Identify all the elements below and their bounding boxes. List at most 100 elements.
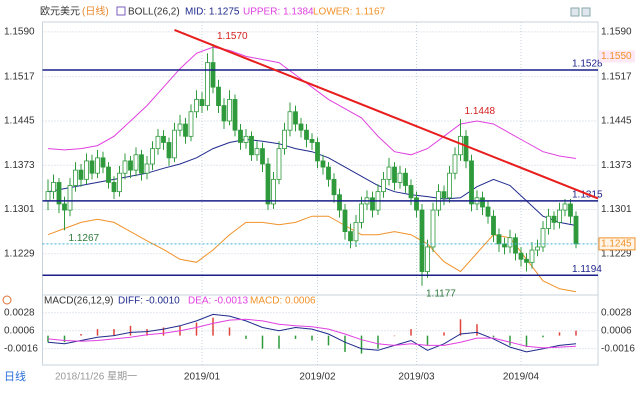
candle-body bbox=[518, 252, 524, 260]
candle-body bbox=[425, 246, 430, 272]
y-tick-label-left: 1.1373 bbox=[4, 160, 35, 171]
candle-body bbox=[205, 62, 210, 106]
y-tick-label-left: 0.0028 bbox=[4, 307, 35, 318]
candle-body bbox=[150, 148, 155, 165]
symbol: 欧元美元 bbox=[40, 5, 80, 18]
candle-body bbox=[282, 129, 287, 150]
candle-body bbox=[485, 206, 491, 217]
current-price-label: 1.1245 bbox=[601, 239, 632, 250]
candle-body bbox=[331, 178, 337, 196]
candle-body bbox=[62, 203, 67, 211]
plot-frame bbox=[42, 21, 599, 366]
candle-body bbox=[111, 182, 117, 193]
candle-body bbox=[100, 157, 106, 168]
current-price-box bbox=[598, 237, 636, 251]
candle-body bbox=[469, 160, 474, 205]
macd-bar bbox=[525, 335, 528, 348]
candle-body bbox=[249, 135, 254, 156]
candle-body bbox=[309, 139, 315, 143]
candle-body bbox=[507, 237, 513, 248]
y-tick-label-left: 1.1590 bbox=[4, 26, 35, 37]
y-tick-label-right: 0.0006 bbox=[601, 325, 632, 336]
candle-body bbox=[221, 105, 227, 122]
indicator-checkbox[interactable] bbox=[116, 6, 126, 16]
candle-body bbox=[243, 135, 249, 143]
candle-body bbox=[276, 148, 282, 180]
candle-body bbox=[304, 129, 309, 140]
macd-bar bbox=[443, 332, 445, 336]
y-tick-label-right: 1.1517 bbox=[601, 71, 632, 82]
candle-body bbox=[381, 178, 386, 193]
level-label: 1.1194 bbox=[572, 264, 602, 275]
candle-body bbox=[414, 197, 419, 211]
candle-body bbox=[73, 169, 78, 186]
y-tick-label-right: 1.1373 bbox=[601, 160, 632, 171]
macd-bar bbox=[129, 325, 132, 336]
candle-body bbox=[161, 135, 166, 143]
candle-body bbox=[370, 197, 375, 211]
candle-body bbox=[419, 209, 425, 272]
macd-bar bbox=[278, 335, 280, 349]
candle-body bbox=[260, 148, 265, 165]
candle-body bbox=[133, 154, 139, 171]
extreme-label: 1.1267 bbox=[69, 233, 100, 244]
candle-body bbox=[144, 163, 150, 174]
candle-body bbox=[298, 123, 304, 131]
macd-bar bbox=[393, 335, 396, 337]
boll-lower: LOWER: 1.1167 bbox=[313, 7, 386, 18]
y-tick-label-right: 1.1301 bbox=[601, 204, 632, 215]
macd-bar bbox=[558, 332, 561, 336]
macd-bar bbox=[113, 329, 115, 336]
candle-body bbox=[342, 209, 348, 233]
maximize-button[interactable] bbox=[581, 7, 591, 17]
macd-bar bbox=[63, 335, 66, 343]
candle-body bbox=[535, 246, 540, 251]
macd-bar bbox=[410, 329, 412, 336]
macd-bar bbox=[344, 335, 346, 352]
level-label: 1.1528 bbox=[572, 59, 603, 70]
boll-upper: UPPER: 1.1384 bbox=[243, 7, 314, 18]
candle-body bbox=[359, 203, 364, 223]
y-tick-label-left: 1.1301 bbox=[4, 204, 35, 215]
candle-body bbox=[254, 148, 260, 156]
macd-stat: DIFF: -0.0010 bbox=[118, 296, 180, 307]
macd-bar bbox=[294, 335, 297, 339]
candle-body bbox=[529, 249, 535, 263]
macd-bar bbox=[311, 335, 313, 341]
macd-bar bbox=[80, 334, 82, 336]
candle-body bbox=[353, 221, 359, 242]
period: (日线) bbox=[82, 5, 109, 18]
indicator-line bbox=[47, 46, 577, 159]
indicator-line bbox=[47, 318, 577, 349]
candle-body bbox=[89, 160, 95, 174]
candle-body bbox=[392, 166, 397, 183]
macd-bar bbox=[47, 335, 49, 343]
candle-body bbox=[238, 129, 243, 143]
macd-bar bbox=[96, 329, 99, 336]
y-tick-label-right: 1.1445 bbox=[601, 116, 632, 127]
minimize-button[interactable] bbox=[570, 7, 580, 17]
candle-body bbox=[397, 172, 403, 183]
candle-body bbox=[106, 166, 111, 183]
candle-body bbox=[348, 231, 353, 242]
footer-period[interactable]: 日线 bbox=[4, 369, 26, 383]
macd-bar bbox=[509, 335, 511, 346]
y-tick-label-left: 1.1229 bbox=[4, 248, 35, 259]
macd-bar bbox=[459, 319, 462, 336]
candle-body bbox=[210, 62, 216, 88]
settings-icon[interactable] bbox=[2, 295, 12, 305]
x-tick-label: 2019/03 bbox=[398, 372, 435, 383]
candle-body bbox=[408, 185, 414, 199]
macd-bar bbox=[261, 335, 264, 349]
candle-body bbox=[573, 215, 579, 245]
band-label: 1.1550 bbox=[601, 51, 632, 62]
candle-body bbox=[172, 129, 177, 159]
y-tick-label-left: -0.0016 bbox=[4, 343, 38, 354]
candle-body bbox=[480, 197, 485, 208]
candle-body bbox=[78, 169, 84, 180]
candle-body bbox=[139, 154, 144, 174]
candle-body bbox=[95, 157, 100, 174]
macd-bar bbox=[426, 335, 429, 346]
candle-body bbox=[524, 258, 529, 263]
y-tick-label-right: 0.0028 bbox=[601, 307, 632, 318]
